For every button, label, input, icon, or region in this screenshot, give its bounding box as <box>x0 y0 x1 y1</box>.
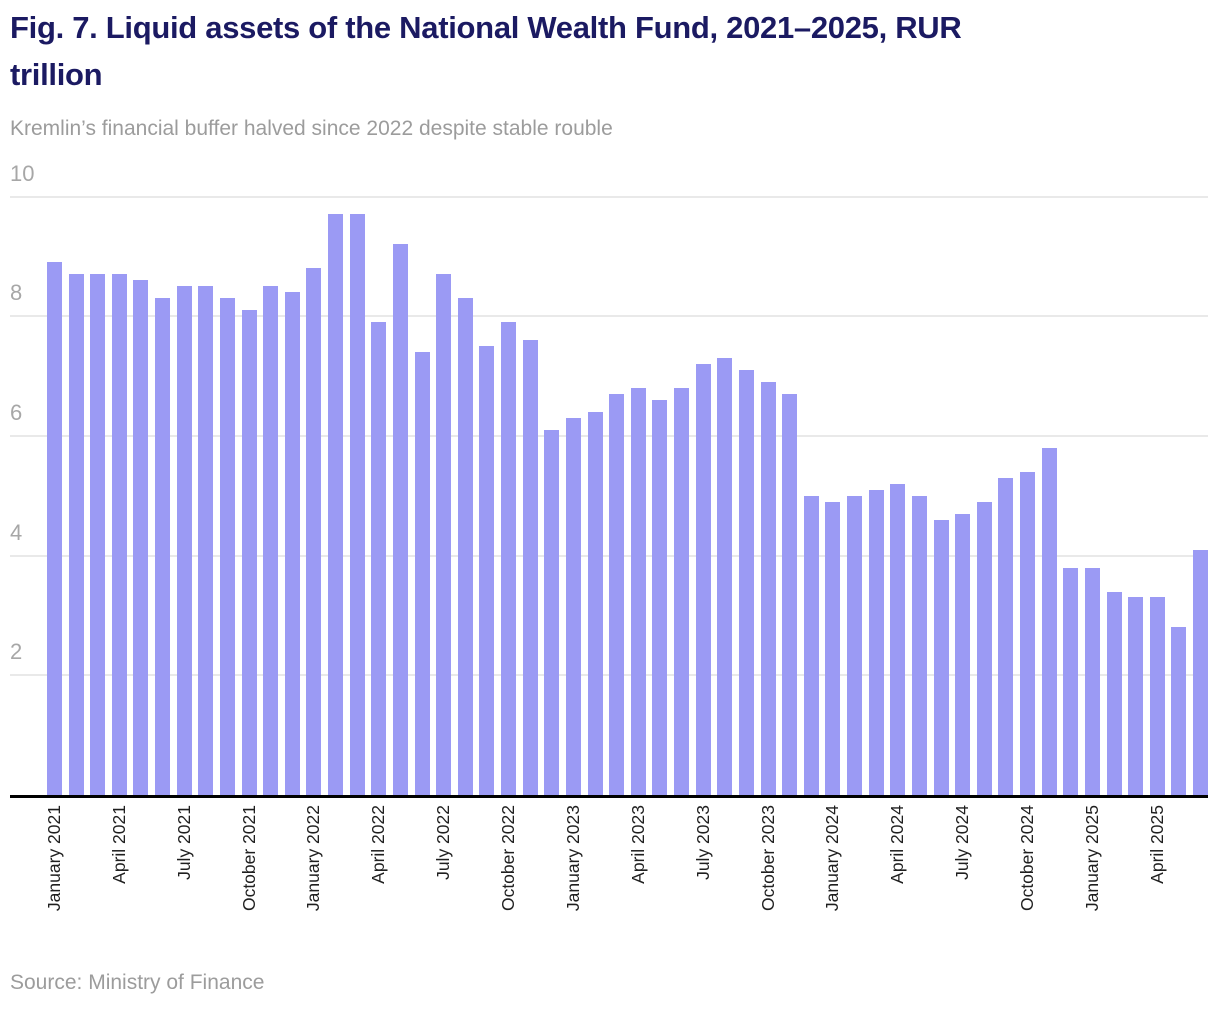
bar <box>1020 471 1036 795</box>
bar <box>111 274 127 795</box>
bar <box>522 340 538 795</box>
x-axis-tick-label: April 2022 <box>368 805 389 884</box>
bar <box>68 274 84 795</box>
bar <box>133 280 149 795</box>
gridline <box>10 674 1208 677</box>
bar <box>436 274 452 795</box>
bar <box>306 268 322 795</box>
x-axis-tick-label: July 2023 <box>692 805 713 880</box>
x-axis-tick-label: October 2021 <box>238 805 259 912</box>
bar <box>976 501 992 795</box>
bar <box>371 322 387 795</box>
bar <box>933 519 949 795</box>
bar <box>760 382 776 795</box>
bar <box>544 429 560 795</box>
bar <box>241 310 257 795</box>
bar <box>47 262 62 795</box>
bar <box>630 388 646 795</box>
x-axis-tick-label: October 2024 <box>1017 805 1038 912</box>
x-axis-tick-label: October 2022 <box>498 805 519 912</box>
x-axis-tick-label: July 2022 <box>433 805 454 880</box>
bar <box>955 513 971 795</box>
y-axis-tick-label: 6 <box>10 399 23 425</box>
bar <box>479 346 495 795</box>
bar <box>392 244 408 795</box>
bar <box>90 274 106 795</box>
x-axis-tick-label: July 2024 <box>952 805 973 880</box>
bar <box>284 292 300 795</box>
gridline <box>10 315 1208 318</box>
bar <box>1192 549 1208 795</box>
x-axis-tick-label: April 2023 <box>627 805 648 884</box>
bar <box>457 298 473 795</box>
bar <box>868 489 884 795</box>
bar <box>328 214 344 795</box>
bar <box>176 286 192 795</box>
bar <box>1171 627 1187 795</box>
bar <box>565 417 581 795</box>
bar <box>501 322 517 795</box>
bar <box>695 364 711 795</box>
bar <box>609 394 625 795</box>
bar <box>738 370 754 795</box>
bar <box>1128 597 1144 795</box>
y-axis-tick-label: 8 <box>10 280 23 306</box>
bar <box>1063 567 1079 795</box>
bar <box>803 495 819 795</box>
gridline <box>10 195 1208 198</box>
x-axis-tick-label: January 2025 <box>1081 805 1102 912</box>
x-axis-tick-label: April 2021 <box>108 805 129 884</box>
y-axis-tick-label: 2 <box>10 639 23 665</box>
chart-subtitle: Kremlin’s financial buffer halved since … <box>10 117 613 140</box>
x-axis-tick-label: January 2022 <box>303 805 324 912</box>
bar <box>1084 567 1100 795</box>
bar <box>219 298 235 795</box>
bar <box>263 286 279 795</box>
bar <box>349 214 365 795</box>
source-note: Source: Ministry of Finance <box>10 971 265 994</box>
x-axis-tick-label: January 2024 <box>822 805 843 912</box>
x-axis-tick-label: July 2021 <box>173 805 194 880</box>
bar <box>1041 447 1057 795</box>
bar <box>717 358 733 795</box>
bar <box>414 352 430 795</box>
bar <box>155 298 171 795</box>
bar <box>1149 597 1165 795</box>
bar <box>911 495 927 795</box>
y-axis-tick-label: 4 <box>10 519 23 545</box>
x-axis-tick-label: October 2023 <box>757 805 778 912</box>
y-axis-tick-label: 10 <box>10 160 35 186</box>
x-axis-tick-label: January 2021 <box>44 805 64 912</box>
bar <box>998 477 1014 795</box>
title-line-1: Fig. 7. Liquid assets of the National We… <box>10 10 962 45</box>
page-title: Fig. 7. Liquid assets of the National We… <box>10 4 1210 98</box>
x-axis-line <box>10 795 1208 798</box>
x-axis-tick-label: January 2023 <box>562 805 583 912</box>
bar <box>1106 591 1122 795</box>
bar <box>587 411 603 795</box>
bar <box>782 394 798 795</box>
bar <box>890 483 906 795</box>
x-axis-tick-label: April 2025 <box>1146 805 1167 884</box>
gridline <box>10 554 1208 557</box>
bar <box>652 399 668 795</box>
title-line-2: trillion <box>10 57 103 92</box>
bar <box>674 388 690 795</box>
bar <box>825 501 841 795</box>
x-axis-tick-label: April 2024 <box>887 805 908 884</box>
gridline <box>10 434 1208 437</box>
bar <box>847 495 863 795</box>
bar <box>198 286 214 795</box>
